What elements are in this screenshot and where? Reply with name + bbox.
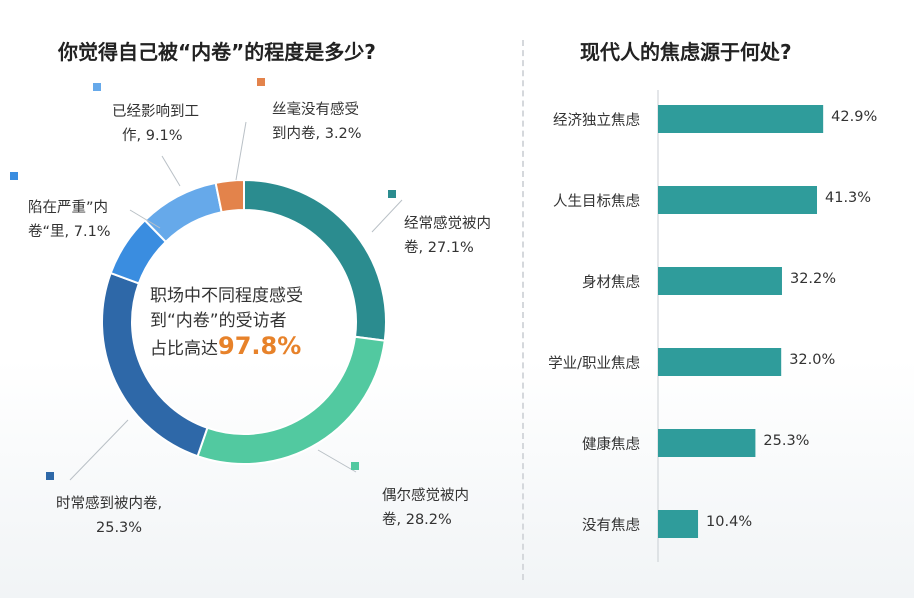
slice-label-5-line2: 到内卷, 3.2% (272, 126, 362, 142)
slice-label-5: 丝毫没有感受 到内卷, 3.2% (272, 98, 362, 146)
center-line-3: 占比高达97.8% (150, 334, 350, 362)
bar-value-label-5: 10.4% (706, 514, 753, 530)
slice-label-5-line1: 丝毫没有感受 (272, 102, 359, 118)
center-line-2: 到“内卷”的受访者 (150, 311, 287, 331)
leader-line-4 (161, 155, 181, 187)
legend-marker-slice-5 (257, 78, 265, 86)
donut-slice-4 (143, 181, 223, 244)
slice-label-2-line2: 25.3% (96, 520, 143, 536)
leader-line-1 (317, 449, 357, 473)
bar-category-label-3: 学业/职业焦虑 (548, 356, 640, 372)
slice-label-3-line2: 卷“里, 7.1% (28, 224, 111, 240)
slice-label-3-line1: 陷在严重”内 (28, 200, 109, 216)
center-line-3-prefix: 占比高达 (150, 339, 218, 359)
donut-slice-5 (214, 178, 245, 214)
leader-line-5 (235, 121, 247, 181)
slice-label-4-line2: 作, 9.1% (122, 128, 183, 144)
leader-line-3 (129, 209, 161, 229)
bar-category-label-0: 经济独立焦虑 (553, 113, 640, 129)
bar-value-label-2: 32.2% (789, 271, 837, 287)
slice-label-2-line1: 时常感到被内卷, (56, 496, 163, 512)
bar-category-label-1: 人生目标焦虑 (553, 194, 640, 210)
center-line-1: 职场中不同程度感受 (150, 286, 303, 306)
legend-marker-slice-4 (93, 83, 101, 91)
bar-value-label-0: 42.9% (831, 109, 878, 125)
bar-1 (658, 186, 818, 214)
leader-line-2 (69, 419, 129, 481)
slice-label-3: 陷在严重”内 卷“里, 7.1% (28, 196, 111, 244)
bar-4 (658, 429, 756, 457)
highlight-percentage: 97.8% (218, 332, 302, 360)
bar-5 (658, 510, 699, 538)
legend-marker-slice-3 (10, 172, 18, 180)
bar-category-label-2: 身材焦虑 (582, 275, 640, 291)
bar-0 (658, 105, 824, 133)
slice-label-0-line1: 经常感觉被内 (404, 216, 491, 232)
slice-label-0: 经常感觉被内 卷, 27.1% (404, 212, 491, 260)
slice-label-1-line2: 卷, 28.2% (382, 512, 452, 528)
slice-label-1: 偶尔感觉被内 卷, 28.2% (382, 484, 469, 532)
slice-label-2: 时常感到被内卷, 25.3% (56, 492, 162, 540)
bar-value-label-3: 32.0% (789, 352, 836, 368)
bar-3 (658, 348, 782, 376)
bar-value-label-4: 25.3% (763, 433, 810, 449)
divider (522, 40, 524, 580)
slice-label-0-line2: 卷, 27.1% (404, 240, 474, 256)
legend-marker-slice-0 (388, 190, 396, 198)
bar-category-label-4: 健康焦虑 (582, 437, 640, 453)
bar-category-label-5: 没有焦虑 (582, 518, 640, 534)
slice-label-4-line1: 已经影响到工 (112, 104, 199, 120)
bar-chart-title: 现代人的焦虑源于何处? (580, 40, 792, 64)
pie-chart-title: 你觉得自己被“内卷”的程度是多少? (58, 40, 376, 64)
bar-2 (658, 267, 782, 295)
slice-label-1-line1: 偶尔感觉被内 (382, 488, 469, 504)
slice-label-4: 已经影响到工 作, 9.1% (112, 100, 199, 148)
donut-center-text: 职场中不同程度感受 到“内卷”的受访者 占比高达97.8% (150, 284, 350, 362)
legend-marker-slice-1 (351, 462, 359, 470)
leader-line-0 (371, 199, 403, 233)
legend-marker-slice-2 (46, 472, 54, 480)
bar-value-label-1: 41.3% (825, 190, 872, 206)
